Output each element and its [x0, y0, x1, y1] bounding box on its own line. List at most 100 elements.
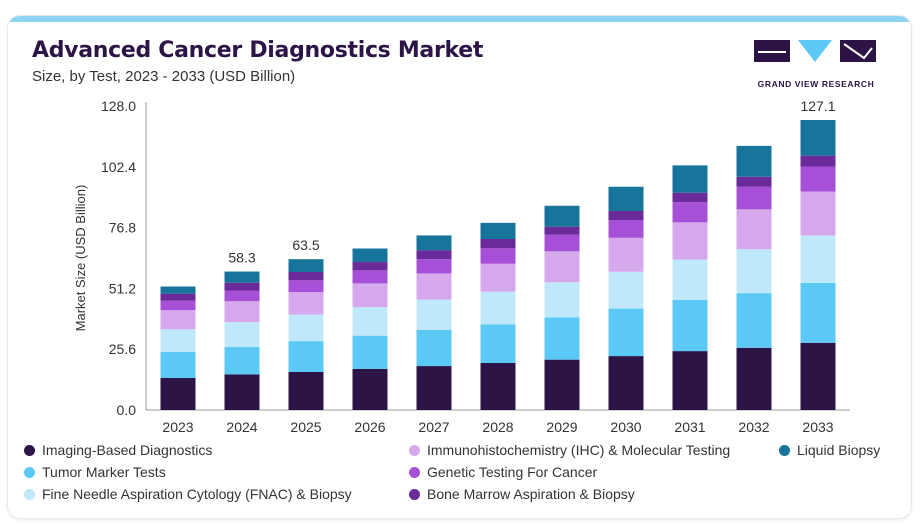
legend-label: Bone Marrow Aspiration & Biopsy [427, 486, 635, 502]
bar-segment-2028-4 [480, 248, 516, 264]
chart-card: Advanced Cancer Diagnostics Market Size,… [8, 16, 911, 518]
x-tick-label: 2031 [674, 419, 705, 435]
legend-label: Tumor Marker Tests [42, 464, 166, 480]
bar-segment-2030-2 [608, 271, 644, 309]
bar-segment-2024-5 [224, 282, 260, 291]
x-tick-label: 2030 [610, 419, 641, 435]
bar-segment-2026-5 [352, 262, 388, 271]
legend-label: Imaging-Based Diagnostics [42, 442, 213, 458]
bar-segment-2026-3 [352, 283, 388, 308]
bar-segment-2024-3 [224, 301, 260, 323]
bar-segment-2023-3 [160, 310, 196, 330]
y-tick-label: 51.2 [109, 280, 136, 296]
bar-segment-2025-6 [288, 259, 324, 273]
bar-segment-2028-5 [480, 239, 516, 249]
bar-segment-2025-1 [288, 341, 324, 372]
legend-item: Bone Marrow Aspiration & Biopsy [409, 486, 635, 502]
y-tick-label: 76.8 [109, 220, 136, 236]
bar-segment-2032-0 [736, 347, 772, 410]
bar-segment-2032-1 [736, 293, 772, 348]
y-tick-label: 128.0 [101, 98, 136, 114]
bar-segment-2024-2 [224, 322, 260, 348]
legend-item: Fine Needle Aspiration Cytology (FNAC) &… [24, 486, 352, 502]
y-tick-label: 25.6 [109, 341, 136, 357]
legend-swatch [409, 444, 420, 456]
y-axis-label: Market Size (USD Billion) [73, 185, 88, 332]
bar-segment-2033-4 [800, 166, 836, 192]
total-label: 63.5 [292, 237, 319, 253]
bar-segment-2023-4 [160, 300, 196, 311]
bar-segment-2026-2 [352, 307, 388, 336]
y-tick-label: 0.0 [117, 402, 137, 418]
bar-segment-2026-6 [352, 248, 388, 263]
bar-segment-2029-4 [544, 234, 580, 252]
bar-segment-2030-5 [608, 210, 644, 220]
accent-bar [8, 16, 911, 22]
bar-segment-2025-0 [288, 372, 324, 410]
bar-segment-2027-4 [416, 259, 452, 274]
bar-segment-2032-6 [736, 145, 772, 177]
legend-item: Genetic Testing For Cancer [409, 464, 597, 480]
bar-segment-2028-3 [480, 263, 516, 292]
legend-item: Imaging-Based Diagnostics [24, 442, 212, 458]
legend-item: Liquid Biopsy [779, 442, 880, 458]
bar-segment-2029-6 [544, 205, 580, 227]
legend-swatch [24, 488, 35, 500]
bar-segment-2027-1 [416, 329, 452, 367]
bar-segment-2027-3 [416, 273, 452, 300]
bar-segment-2026-1 [352, 335, 388, 369]
bar-segment-2028-6 [480, 222, 516, 239]
legend-swatch [779, 444, 790, 456]
bar-segment-2031-2 [672, 259, 708, 301]
x-tick-label: 2024 [226, 419, 257, 435]
bar-segment-2030-6 [608, 186, 644, 211]
legend-item: Immunohistochemistry (IHC) & Molecular T… [409, 442, 730, 458]
x-tick-label: 2032 [738, 419, 769, 435]
bar-segment-2029-0 [544, 359, 580, 410]
bar-segment-2033-5 [800, 155, 836, 167]
x-tick-label: 2026 [354, 419, 385, 435]
bar-segment-2031-5 [672, 192, 708, 203]
bar-segment-2024-0 [224, 374, 260, 410]
bar-segment-2031-1 [672, 300, 708, 352]
bar-segment-2024-4 [224, 290, 260, 302]
bar-segment-2026-0 [352, 368, 388, 410]
bar-segment-2023-1 [160, 351, 196, 378]
legend-swatch [409, 466, 420, 478]
bar-segment-2023-6 [160, 286, 196, 294]
bar-segment-2033-0 [800, 342, 836, 410]
bar-segment-2028-2 [480, 291, 516, 325]
x-tick-label: 2025 [290, 419, 321, 435]
bar-segment-2029-5 [544, 226, 580, 235]
stacked-bar-chart: 0.0 25.6 51.2 76.8 102.4 128.0 Market Size (US… [73, 98, 850, 435]
bar-segment-2025-5 [288, 272, 324, 281]
legend-label: Genetic Testing For Cancer [427, 464, 598, 480]
bar-segment-2032-4 [736, 186, 772, 210]
y-tick-label: 102.4 [101, 159, 136, 175]
bar-segment-2028-0 [480, 362, 516, 410]
bar-segment-2025-4 [288, 280, 324, 293]
bar-segment-2023-0 [160, 377, 196, 410]
total-label: 127.1 [800, 98, 835, 114]
legend-label: Immunohistochemistry (IHC) & Molecular T… [427, 442, 731, 458]
brand-name: GRAND VIEW RESEARCH [757, 79, 875, 89]
bar-segment-2024-6 [224, 271, 260, 283]
bar-segment-2031-0 [672, 351, 708, 410]
legend-label: Liquid Biopsy [797, 442, 881, 458]
bar-segment-2023-2 [160, 329, 196, 352]
bar-segment-2033-6 [800, 120, 836, 156]
x-tick-label: 2029 [546, 419, 577, 435]
bar-segment-2027-6 [416, 235, 452, 251]
legend-swatch [409, 488, 420, 500]
bar-segment-2033-1 [800, 282, 836, 343]
bar-segment-2030-1 [608, 308, 644, 357]
bar-segment-2026-4 [352, 270, 388, 284]
bar-segment-2032-5 [736, 176, 772, 187]
total-label: 58.3 [228, 250, 255, 266]
legend-item: Tumor Marker Tests [24, 464, 166, 480]
x-tick-label: 2033 [802, 419, 833, 435]
bar-segment-2027-0 [416, 366, 452, 410]
bar-segment-2030-3 [608, 237, 644, 272]
x-tick-label: 2028 [482, 419, 513, 435]
bar-segment-2023-5 [160, 293, 196, 301]
